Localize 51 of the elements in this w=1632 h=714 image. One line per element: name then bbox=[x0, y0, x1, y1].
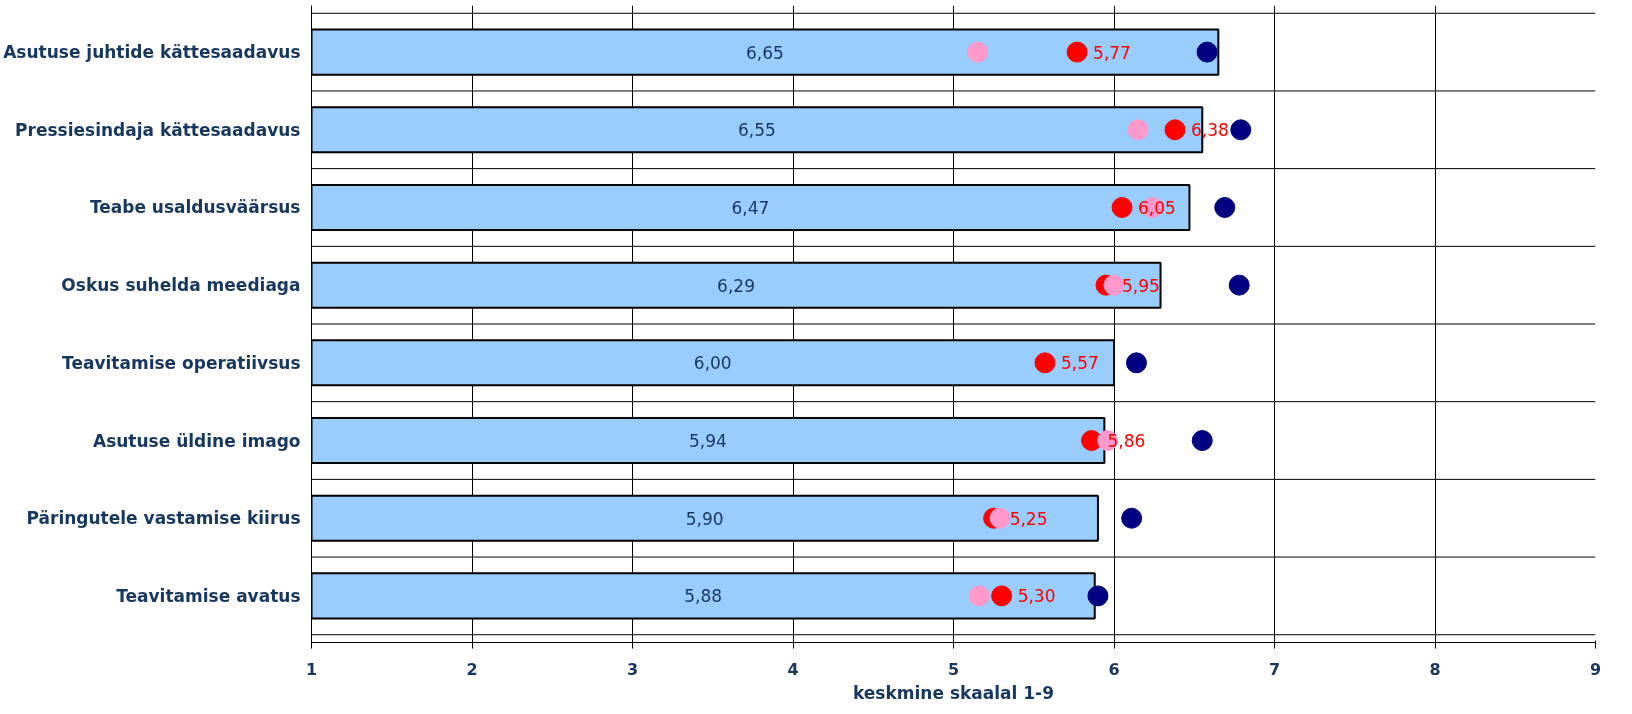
point bbox=[1066, 41, 1088, 63]
data-label: 5,30 bbox=[1017, 586, 1056, 607]
y-tick-label: Teabe usaldusväärsus bbox=[89, 197, 301, 218]
point bbox=[1111, 197, 1133, 218]
point bbox=[989, 507, 1011, 529]
x-tick-label: 5 bbox=[947, 659, 960, 679]
y-tick-label: Teavitamise avatus bbox=[116, 585, 301, 606]
x-axis-title: keskmine skaalal 1-9 bbox=[852, 682, 1055, 703]
point bbox=[1127, 119, 1149, 141]
point bbox=[1034, 352, 1056, 374]
data-label: 6,00 bbox=[693, 353, 732, 374]
point bbox=[1228, 274, 1250, 296]
point bbox=[1230, 119, 1252, 141]
data-label: 6,55 bbox=[737, 120, 776, 141]
data-label: 5,77 bbox=[1093, 42, 1131, 63]
x-tick-label: 9 bbox=[1589, 659, 1602, 679]
point bbox=[1125, 352, 1147, 374]
x-tick-label: 7 bbox=[1268, 659, 1281, 679]
data-label: 6,29 bbox=[717, 275, 755, 296]
point bbox=[1087, 585, 1109, 607]
data-label: 6,47 bbox=[731, 197, 770, 218]
data-label: 5,57 bbox=[1060, 353, 1099, 374]
x-tick-label: 4 bbox=[787, 659, 799, 679]
point bbox=[967, 41, 989, 63]
y-tick-label: Pressiesindaja kättesaadavus bbox=[15, 119, 301, 140]
point bbox=[1196, 41, 1218, 63]
x-tick-label: 6 bbox=[1108, 659, 1120, 679]
data-label: 5,95 bbox=[1121, 275, 1160, 296]
data-label: 5,88 bbox=[684, 586, 723, 607]
x-tick-label: 8 bbox=[1429, 659, 1441, 679]
point bbox=[1103, 274, 1125, 296]
y-tick-label: Asutuse üldine imago bbox=[92, 430, 301, 451]
y-tick-label: Päringutele vastamise kiirus bbox=[26, 508, 301, 529]
y-tick-label: Teavitamise operatiivsus bbox=[62, 352, 301, 373]
point bbox=[1214, 197, 1236, 218]
x-tick-label: 1 bbox=[305, 659, 318, 679]
data-label: 5,25 bbox=[1009, 508, 1048, 529]
x-tick-label: 3 bbox=[626, 659, 639, 679]
point bbox=[1121, 507, 1143, 529]
data-label: 6,05 bbox=[1138, 197, 1176, 218]
data-label: 5,94 bbox=[689, 431, 727, 452]
y-tick-label: Oskus suhelda meediaga bbox=[61, 275, 301, 296]
point bbox=[1191, 430, 1213, 451]
point bbox=[968, 585, 990, 607]
data-label: 5,86 bbox=[1107, 431, 1146, 452]
y-tick-label: Asutuse juhtide kättesaadavus bbox=[3, 42, 301, 63]
data-label: 5,90 bbox=[685, 508, 724, 529]
point bbox=[1164, 119, 1186, 141]
x-tick-label: 2 bbox=[466, 659, 478, 679]
point bbox=[991, 585, 1013, 607]
data-label: 6,65 bbox=[745, 42, 784, 63]
